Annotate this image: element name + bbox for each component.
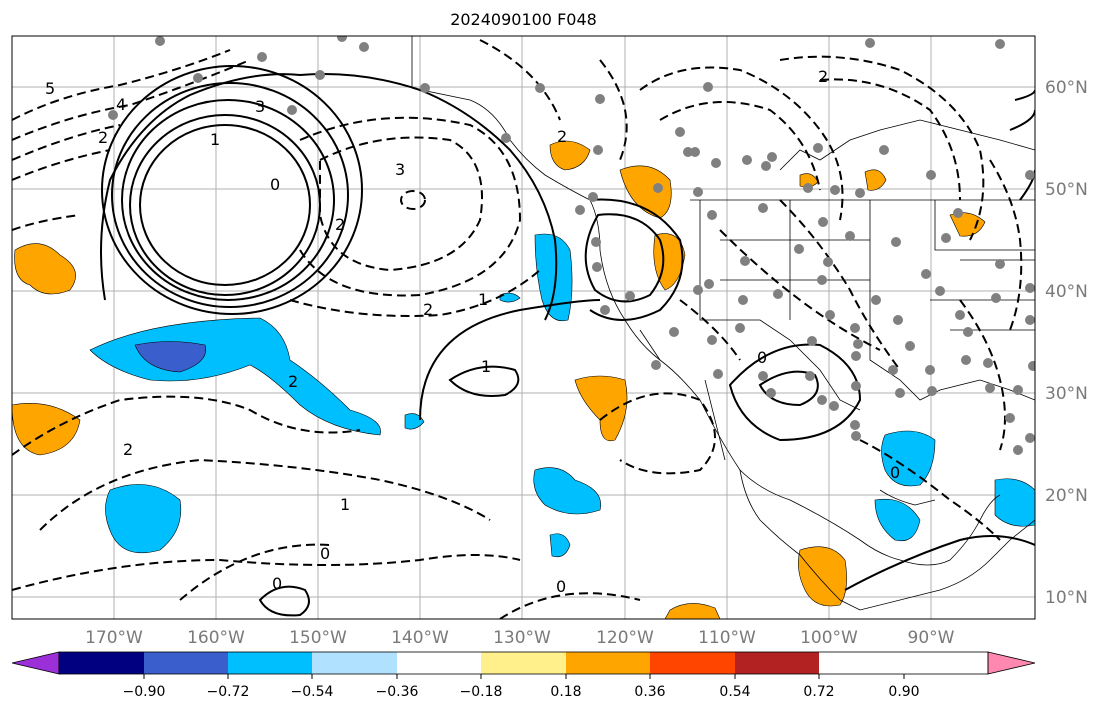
colorbar-left-arrow	[11, 651, 60, 675]
contour-labels: 5 4 3 2 1 0 3 2 2 1 2 1 2 0 1 0 0 2 2 0 …	[45, 67, 900, 596]
colorbar-tick-label: −0.54	[291, 684, 334, 700]
contour-label: 0	[890, 463, 900, 482]
map-title: 2024090100 F048	[450, 10, 597, 29]
contour-label: 0	[270, 175, 280, 194]
colorbar-tick-label: 0.54	[719, 684, 750, 700]
colorbar-segment	[650, 652, 735, 674]
contour-label: 3	[255, 97, 265, 116]
colorbar-tick-label: 0.90	[888, 684, 919, 700]
contour-label: 2	[818, 67, 828, 86]
contour-label: 1	[478, 290, 488, 309]
colorbar-segment	[735, 652, 819, 674]
lat-label: 20°N	[1045, 486, 1088, 506]
contour-label: 2	[335, 215, 345, 234]
lat-label: 10°N	[1045, 588, 1088, 608]
lat-label: 30°N	[1045, 384, 1088, 404]
colorbar-tick-label: −0.18	[460, 684, 503, 700]
solid-contours	[100, 65, 1035, 617]
contour-label: 0	[320, 544, 330, 563]
coastlines	[411, 36, 1035, 611]
colorbar-tick-label: −0.72	[207, 684, 250, 700]
colorbar-segment	[59, 652, 144, 674]
lat-label: 50°N	[1045, 180, 1088, 200]
colorbar-segment	[144, 652, 228, 674]
contour-label: 2	[288, 372, 298, 391]
contour-label: 2	[123, 440, 133, 459]
contour-label: 0	[757, 348, 767, 367]
contour-label: 2	[557, 127, 567, 146]
lon-label: 150°W	[289, 628, 347, 648]
colorbar-right-arrow	[987, 651, 1036, 675]
colorbar-segment	[397, 652, 481, 674]
contour-label: 0	[556, 577, 566, 596]
contour-label: 1	[340, 495, 350, 514]
contour-label: 1	[210, 130, 220, 149]
colorbar-segment	[312, 652, 397, 674]
contour-label: 0	[272, 574, 282, 593]
colorbar-tick-label: 0.18	[550, 684, 581, 700]
colorbar-segment	[228, 652, 312, 674]
colorbar-segment	[481, 652, 566, 674]
lon-label: 160°W	[187, 628, 245, 648]
lon-label: 140°W	[391, 628, 449, 648]
lon-label: 100°W	[800, 628, 858, 648]
colorbar: −0.90 −0.72 −0.54 −0.36 −0.18 0.18 0.36 0.54 0.7…	[11, 651, 1036, 700]
colorbar-tick-label: −0.36	[376, 684, 419, 700]
lat-label: 60°N	[1045, 78, 1088, 98]
contour-label: 3	[395, 160, 405, 179]
colorbar-ticks: −0.90 −0.72 −0.54 −0.36 −0.18 0.18 0.36 0.54 0.7…	[123, 674, 920, 700]
shaded-anomalies	[12, 140, 1035, 619]
station-markers	[108, 36, 1035, 455]
colorbar-segment	[566, 652, 650, 674]
contour-label: 2	[98, 128, 108, 147]
lat-label: 40°N	[1045, 282, 1088, 302]
dashed-contours	[12, 39, 1023, 619]
contour-label: 4	[116, 95, 126, 114]
contour-label: 2	[423, 300, 433, 319]
map-frame	[11, 35, 1036, 620]
lon-label: 130°W	[493, 628, 551, 648]
longitude-labels: 170°W 160°W 150°W 140°W 130°W 120°W 110°…	[85, 628, 955, 648]
colorbar-tick-label: 0.36	[634, 684, 665, 700]
lon-label: 110°W	[698, 628, 756, 648]
lon-label: 120°W	[596, 628, 654, 648]
lon-label: 90°W	[908, 628, 955, 648]
colorbar-tick-label: 0.72	[803, 684, 834, 700]
latitude-labels: 60°N 50°N 40°N 30°N 20°N 10°N	[1045, 78, 1088, 608]
contour-label: 5	[45, 79, 55, 98]
colorbar-tick-label: −0.90	[123, 684, 166, 700]
contour-label: 1	[481, 357, 491, 376]
colorbar-segments	[59, 652, 819, 674]
lon-label: 170°W	[85, 628, 143, 648]
